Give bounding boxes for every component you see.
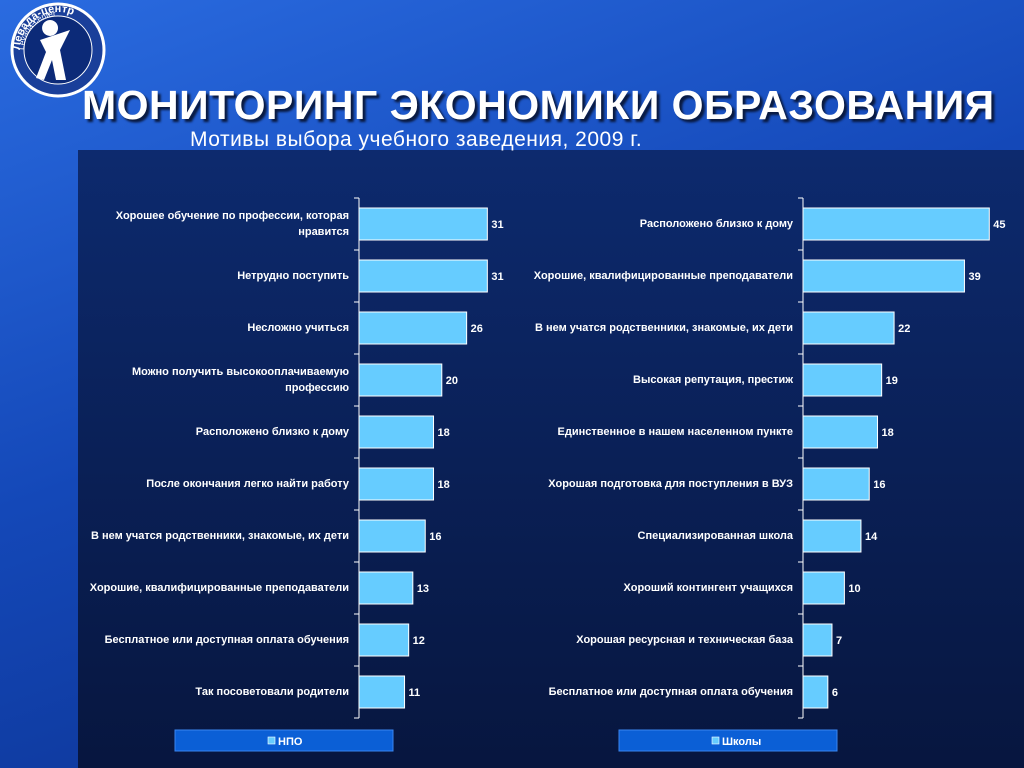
- value-label: 20: [446, 375, 458, 387]
- bar: [802, 207, 990, 241]
- legend-box: [618, 729, 838, 752]
- category-label: Единственное в нашем населенном пункте: [557, 426, 794, 438]
- legend-box: [174, 729, 394, 752]
- legend-label: Школы: [722, 736, 761, 748]
- category-label: Несложно учиться: [247, 322, 349, 334]
- legend-label: НПО: [278, 736, 303, 748]
- value-label: 39: [968, 271, 980, 283]
- bar: [802, 311, 895, 345]
- value-label: 31: [491, 219, 503, 231]
- value-label: 18: [438, 427, 450, 439]
- value-label: 7: [836, 635, 842, 647]
- bar: [358, 623, 410, 657]
- bar: [802, 519, 862, 553]
- bar: [802, 571, 845, 605]
- value-label: 16: [429, 531, 441, 543]
- value-label: 13: [417, 583, 429, 595]
- value-label: 19: [886, 375, 898, 387]
- category-label: Хорошая ресурсная и техническая база: [576, 634, 793, 646]
- category-label: После окончания легко найти работу: [146, 478, 349, 490]
- category-label: Хорошая подготовка для поступления в ВУЗ: [548, 478, 793, 490]
- bar: [358, 519, 426, 553]
- bar: [802, 675, 829, 709]
- legend-swatch: [711, 736, 720, 745]
- bar: [358, 675, 406, 709]
- value-label: 18: [438, 479, 450, 491]
- bar: [802, 415, 879, 449]
- value-label: 22: [898, 323, 910, 335]
- category-label: Можно получить высокооплачиваемую профес…: [132, 366, 349, 394]
- value-label: 6: [832, 687, 838, 699]
- bar: [802, 623, 833, 657]
- bar: [802, 467, 870, 501]
- value-label: 10: [848, 583, 860, 595]
- category-label: В нем учатся родственники, знакомые, их …: [534, 322, 793, 334]
- value-label: 12: [413, 635, 425, 647]
- value-label: 18: [882, 427, 894, 439]
- category-label: Расположено близко к дому: [639, 218, 793, 230]
- category-label: Хорошие, квалифицированные преподаватели: [533, 270, 793, 282]
- category-label: Хороший контингент учащихся: [623, 582, 793, 594]
- bar: [358, 311, 468, 345]
- legend-swatch: [267, 736, 276, 745]
- bar: [802, 363, 883, 397]
- category-label: Хорошее обучение по профессии, которая н…: [115, 210, 349, 238]
- category-label: Расположено близко к дому: [195, 426, 349, 438]
- title: МОНИТОРИНГ ЭКОНОМИКИ ОБРАЗОВАНИЯ: [82, 82, 995, 128]
- value-label: 45: [993, 219, 1005, 231]
- category-label: Бесплатное или доступная оплата обучения: [104, 634, 349, 646]
- value-label: 14: [865, 531, 878, 543]
- category-label: Нетрудно поступить: [237, 270, 349, 282]
- bar: [358, 363, 443, 397]
- category-label: Специализированная школа: [637, 530, 793, 542]
- category-label: Хорошие, квалифицированные преподаватели: [89, 582, 349, 594]
- value-label: 26: [471, 323, 483, 335]
- bar: [358, 467, 435, 501]
- chart-panel: [78, 150, 1024, 768]
- category-label: Бесплатное или доступная оплата обучения: [548, 686, 793, 698]
- value-label: 11: [409, 687, 421, 699]
- category-label: В нем учатся родственники, знакомые, их …: [90, 530, 349, 542]
- bar: [358, 415, 435, 449]
- bar: [802, 259, 965, 293]
- category-label: Так посоветовали родители: [195, 686, 349, 698]
- bar: [358, 207, 488, 241]
- value-label: 16: [873, 479, 885, 491]
- bar: [358, 571, 414, 605]
- category-label: Высокая репутация, престиж: [633, 374, 793, 386]
- subtitle: Мотивы выбора учебного заведения, 2009 г…: [190, 128, 643, 151]
- bar: [358, 259, 488, 293]
- logo-figure: [36, 20, 70, 80]
- value-label: 31: [491, 271, 503, 283]
